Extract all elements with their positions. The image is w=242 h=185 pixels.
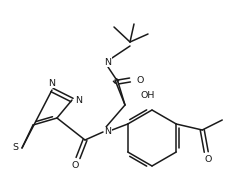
Text: S: S [12,144,18,152]
Text: OH: OH [141,90,155,100]
Text: N: N [48,78,55,88]
Text: O: O [136,75,144,85]
Text: O: O [204,156,212,164]
Text: N: N [76,95,83,105]
Text: O: O [71,162,79,171]
Text: N: N [105,58,112,66]
Text: N: N [105,127,112,137]
